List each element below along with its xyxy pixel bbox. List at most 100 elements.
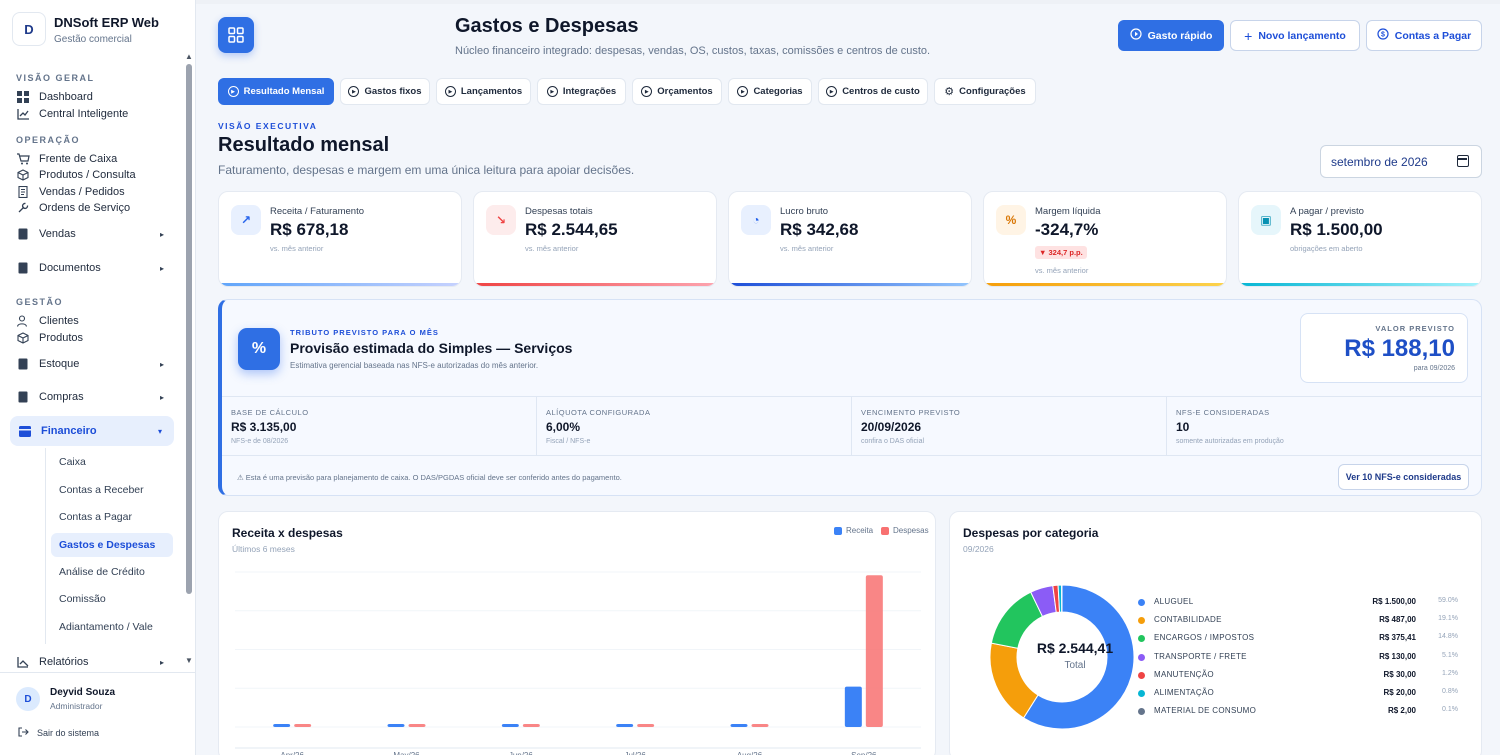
legend-swatch (834, 526, 842, 535)
sidebar-item-label: Vendas / Pedidos (39, 186, 125, 198)
new-entry-button[interactable]: + Novo lançamento (1230, 20, 1360, 51)
sidebar-item-ordens-servico[interactable]: Ordens de Serviço (16, 200, 176, 216)
bar-despesas-Aug-26[interactable] (751, 724, 769, 727)
sidebar-group-label: Documentos (39, 262, 101, 274)
submenu-item-analise-credito[interactable]: Análise de Crédito (59, 566, 145, 578)
sidebar-item-label: Frente de Caixa (39, 153, 118, 165)
play-circle-icon: ▶ (641, 86, 653, 97)
bar-despesas-May-26[interactable] (408, 724, 426, 727)
tab-centros-custo[interactable]: ▶ Centros de custo (818, 78, 928, 105)
legend-item-receita: Receita (834, 526, 873, 535)
tab-label: Centros de custo (842, 86, 920, 97)
category-dot (1138, 690, 1145, 697)
bar-despesas-Apr-26[interactable] (294, 724, 312, 727)
tab-configuracoes[interactable]: ⚙ Configurações (934, 78, 1036, 105)
tab-orcamentos[interactable]: ▶ Orçamentos (632, 78, 722, 105)
kpi-value: R$ 678,18 (270, 220, 349, 239)
kpi-label: Lucro bruto (780, 206, 829, 217)
tab-categorias[interactable]: ▶ Categorias (728, 78, 812, 105)
sidebar-item-label: Produtos / Consulta (39, 169, 136, 181)
detail-note: confira o DAS oficial (861, 438, 925, 445)
kpi-card-margem: % Margem líquida -324,7% ▼ 324,7 p.p. vs… (983, 191, 1227, 287)
submenu-item-contas-receber[interactable]: Contas a Receber (59, 484, 144, 496)
users-icon (16, 314, 30, 328)
category-percent: 59.0% (1438, 597, 1458, 604)
tax-detail-base: BASE DE CÁLCULO R$ 3.135,00 NFS-e de 08/… (222, 397, 537, 455)
scroll-thumb[interactable] (186, 64, 192, 594)
sidebar-item-vendas-pedidos[interactable]: Vendas / Pedidos (16, 184, 176, 200)
detail-note: NFS-e de 08/2026 (231, 438, 289, 445)
tab-integracoes[interactable]: ▶ Integrações (537, 78, 626, 105)
avatar[interactable]: D (16, 687, 40, 711)
tax-eyebrow: TRIBUTO PREVISTO PARA O MÊS (290, 328, 439, 337)
calendar-icon[interactable] (1457, 155, 1469, 167)
donut-slice-0[interactable] (1022, 584, 1135, 730)
submenu-item-adiantamento[interactable]: Adiantamento / Vale (59, 621, 153, 633)
x-tick-label: Apr/26 (280, 751, 304, 755)
bar-receita-Aug-26[interactable] (730, 724, 748, 727)
tax-detail-nfse: NFS-E CONSIDERADAS 10 somente autorizada… (1167, 397, 1481, 455)
browser-top-strip (0, 0, 1500, 4)
scroll-down-icon[interactable]: ▼ (185, 656, 193, 665)
tax-details-grid: BASE DE CÁLCULO R$ 3.135,00 NFS-e de 08/… (222, 396, 1481, 456)
sidebar-group-relatorios[interactable]: Relatórios ▸ (16, 654, 176, 670)
sidebar-group-financeiro[interactable]: Financeiro ▾ (10, 416, 174, 446)
tab-label: Integrações (562, 86, 617, 97)
tab-resultado-mensal[interactable]: ▶ Resultado Mensal (218, 78, 334, 105)
tax-provision-panel: % TRIBUTO PREVISTO PARA O MÊS Provisão e… (218, 299, 1482, 496)
bar-receita-Jul-26[interactable] (616, 724, 634, 727)
document-icon (16, 261, 30, 275)
logout-link[interactable]: Sair do sistema (18, 727, 99, 739)
bar-despesas-Sep-26[interactable] (865, 575, 883, 727)
trend-down-icon: ↘ (486, 205, 516, 235)
detail-note: somente autorizadas em produção (1176, 438, 1284, 445)
play-circle-icon: ▶ (444, 86, 456, 97)
tax-warning: ⚠ Esta é uma previsão para planejamento … (237, 473, 622, 482)
sidebar-item-central-inteligente[interactable]: Central Inteligente (16, 106, 176, 122)
bar-despesas-Jun-26[interactable] (522, 724, 540, 727)
quick-expense-button[interactable]: Gasto rápido (1118, 20, 1224, 51)
sidebar-item-dashboard[interactable]: Dashboard (16, 89, 176, 105)
brand[interactable]: D DNSoft ERP Web Gestão comercial (12, 12, 192, 48)
bar-receita-Apr-26[interactable] (273, 724, 291, 727)
submenu-item-gastos-despesas[interactable]: Gastos e Despesas (51, 533, 173, 557)
submenu-item-contas-pagar[interactable]: Contas a Pagar (59, 511, 132, 523)
submenu-item-comissao[interactable]: Comissão (59, 593, 106, 605)
payables-button[interactable]: $ Contas a Pagar (1366, 20, 1482, 51)
tab-lancamentos[interactable]: ▶ Lançamentos (436, 78, 531, 105)
bar-receita-Jun-26[interactable] (501, 724, 519, 727)
sidebar-item-produtos[interactable]: Produtos (16, 330, 176, 346)
detail-label: ALÍQUOTA CONFIGURADA (546, 408, 651, 417)
sidebar-item-label: Dashboard (39, 91, 93, 103)
bar-chart: Apr/26 May/26 Jun/26 Jul/26 Aug/26 Sep/26 (235, 571, 921, 755)
sidebar-item-produtos-consulta[interactable]: Produtos / Consulta (16, 167, 176, 183)
category-row: ALIMENTAÇÃO R$ 20,00 0.8% (1138, 687, 1468, 701)
tab-gastos-fixos[interactable]: ▶ Gastos fixos (340, 78, 430, 105)
sidebar-group-vendas[interactable]: Vendas ▸ (16, 226, 176, 242)
category-percent: 5.1% (1442, 651, 1458, 659)
kpi-note: vs. mês anterior (525, 244, 579, 253)
submenu-item-caixa[interactable]: Caixa (59, 456, 86, 468)
caret-right-icon: ▸ (159, 229, 164, 239)
sidebar-group-estoque[interactable]: Estoque ▸ (16, 356, 176, 372)
sidebar-group-compras[interactable]: Compras ▸ (16, 389, 176, 405)
kpi-accent-bar (219, 283, 461, 286)
bar-despesas-Jul-26[interactable] (637, 724, 655, 727)
bar-receita-May-26[interactable] (387, 724, 405, 727)
view-nfse-button[interactable]: Ver 10 NFS-e consideradas (1338, 464, 1469, 490)
tax-detail-aliquota: ALÍQUOTA CONFIGURADA 6,00% Fiscal / NFS-… (537, 397, 852, 455)
tab-label: Orçamentos (657, 86, 713, 97)
category-name: MATERIAL DE CONSUMO (1154, 706, 1257, 716)
sidebar-item-clientes[interactable]: Clientes (16, 313, 176, 329)
caret-right-icon: ▸ (159, 263, 164, 273)
category-name: ALIMENTAÇÃO (1154, 688, 1215, 697)
sidebar-scrollbar[interactable]: ▲ ▼ (184, 52, 194, 672)
sidebar-group-documentos[interactable]: Documentos ▸ (16, 260, 176, 276)
detail-value: 20/09/2026 (861, 420, 922, 434)
month-picker[interactable]: setembro de 2026 (1320, 145, 1482, 178)
report-icon (16, 655, 30, 669)
scroll-up-icon[interactable]: ▲ (185, 52, 193, 61)
category-dot (1138, 599, 1145, 606)
sidebar-item-frente-caixa[interactable]: Frente de Caixa (16, 151, 176, 167)
bar-receita-Sep-26[interactable] (844, 686, 862, 727)
